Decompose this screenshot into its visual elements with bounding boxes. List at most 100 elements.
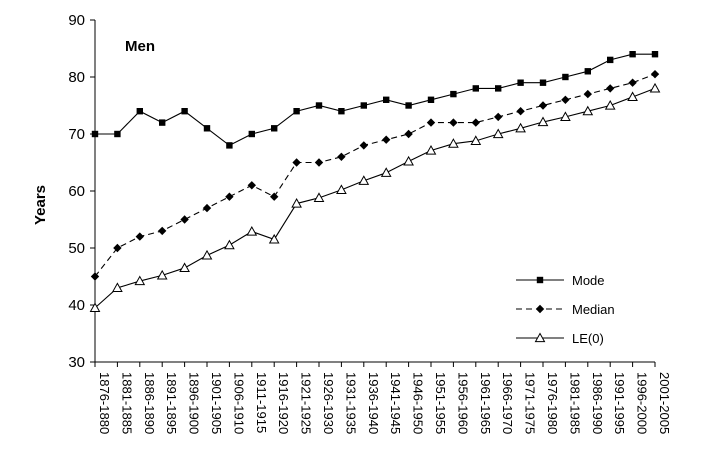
data-point-mode <box>539 79 547 86</box>
legend-marker-mode <box>536 276 544 284</box>
data-point-le-0 <box>627 91 638 102</box>
data-point-median <box>270 192 279 201</box>
data-point-le-0 <box>201 249 213 260</box>
data-point-mode <box>427 96 435 103</box>
data-point-median <box>180 215 189 224</box>
x-tick-label: 1941-1945 <box>388 372 403 434</box>
data-point-le-0 <box>470 135 482 145</box>
legend-item-le-0: LE(0) <box>516 331 604 346</box>
x-tick-label: 1936-1940 <box>366 372 381 434</box>
y-tick-label: 90 <box>68 12 85 29</box>
data-point-median <box>202 203 212 213</box>
data-point-median <box>382 135 391 144</box>
data-point-mode <box>114 130 121 138</box>
x-tick-label: 1971-1975 <box>523 372 538 434</box>
axes: 30 40 50 60 70 80 90 1876-1880 1881-1885 1886-189… <box>68 12 672 434</box>
data-point-le-0 <box>515 122 526 133</box>
data-point-mode <box>360 102 367 109</box>
data-point-le-0 <box>179 262 190 273</box>
data-point-le-0 <box>156 269 168 280</box>
data-point-median <box>606 84 615 93</box>
data-point-le-0 <box>492 128 504 139</box>
data-point-mode <box>607 56 614 64</box>
data-point-median <box>90 272 100 281</box>
data-point-le-0 <box>358 175 370 185</box>
series-line-mode <box>95 53 655 147</box>
data-point-median <box>494 112 503 122</box>
x-tick-label: 1876-1880 <box>97 372 112 434</box>
data-point-le-0 <box>291 198 302 208</box>
data-point-median <box>247 181 256 190</box>
data-point-mode <box>405 102 412 109</box>
y-axis-title: Years <box>32 185 49 225</box>
legend-label-mode: Mode <box>572 273 605 288</box>
legend-item-median: Median <box>516 302 615 317</box>
x-tick-label: 1906-1910 <box>231 372 246 434</box>
data-point-le-0 <box>425 145 437 155</box>
x-tick-label: 1931-1935 <box>343 372 358 434</box>
x-tick-label: 1991-1995 <box>612 372 627 434</box>
data-point-median <box>449 118 458 127</box>
y-tick-label: 40 <box>68 297 85 314</box>
data-point-le-0 <box>604 99 616 110</box>
data-point-le-0 <box>582 105 594 116</box>
data-point-median <box>583 89 592 99</box>
legend-marker-le-0 <box>534 332 546 343</box>
data-point-le-0 <box>448 138 459 148</box>
data-point-median <box>426 118 436 127</box>
data-point-median <box>516 107 525 116</box>
x-tick-label: 1901-1905 <box>209 372 224 434</box>
series-le-0 <box>89 82 661 312</box>
legend-label-median: Median <box>572 302 615 317</box>
series-line-median <box>94 73 656 277</box>
data-point-mode <box>136 108 143 115</box>
data-point-mode <box>629 51 636 58</box>
data-point-mode <box>338 108 345 115</box>
data-point-le-0 <box>560 111 571 121</box>
data-point-median <box>404 129 413 139</box>
data-point-mode <box>271 125 278 132</box>
data-point-mode <box>517 79 524 86</box>
y-tick-label: 80 <box>68 69 85 86</box>
data-point-mode <box>495 85 502 92</box>
series-median <box>90 69 660 281</box>
data-point-median <box>225 192 234 201</box>
data-point-median <box>471 118 480 127</box>
series-line-le-0 <box>94 87 656 309</box>
data-point-le-0 <box>403 155 414 166</box>
x-tick-label: 1986-1990 <box>590 372 605 434</box>
series-layer <box>89 51 661 312</box>
data-point-mode <box>562 73 569 81</box>
data-point-median <box>113 243 122 253</box>
x-tick-label: 1916-1920 <box>276 372 291 434</box>
data-point-median <box>314 158 324 167</box>
data-point-median <box>359 141 368 150</box>
x-tick-label: 1956-1960 <box>455 372 470 434</box>
data-point-median <box>292 158 301 167</box>
x-tick-label: 1981-1985 <box>567 372 582 434</box>
data-point-median <box>538 101 548 110</box>
data-point-mode <box>226 142 233 149</box>
y-tick-label: 50 <box>68 240 85 257</box>
x-tick-label: 2001-2005 <box>657 372 672 434</box>
data-point-median <box>337 152 346 161</box>
x-tick-label: 1891-1895 <box>164 372 179 434</box>
data-point-le-0 <box>336 184 347 194</box>
data-point-le-0 <box>649 82 661 93</box>
data-point-mode <box>651 51 659 58</box>
x-tick-label: 1961-1965 <box>478 372 493 434</box>
y-tick-label: 70 <box>68 126 85 143</box>
x-tick-label: 1926-1930 <box>321 372 336 434</box>
data-point-median <box>561 95 570 104</box>
data-point-le-0 <box>224 239 235 250</box>
chart-title: Men <box>125 38 155 55</box>
x-tick-label: 1966-1970 <box>500 372 515 434</box>
legend-label-le-0: LE(0) <box>572 331 604 346</box>
data-point-mode <box>159 119 166 126</box>
data-point-le-0 <box>380 167 392 177</box>
data-point-le-0 <box>89 302 101 312</box>
x-tick-label: 1951-1955 <box>433 372 448 434</box>
data-point-median <box>135 232 144 241</box>
legend-marker-median <box>535 304 545 314</box>
data-point-mode <box>383 96 390 103</box>
